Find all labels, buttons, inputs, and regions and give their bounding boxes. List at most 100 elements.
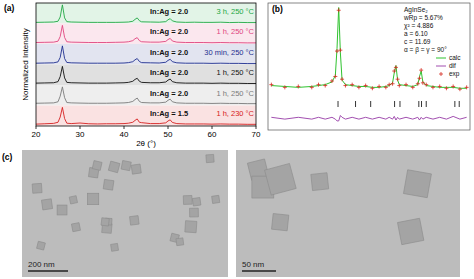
scale-bar-label: 200 nm bbox=[28, 260, 55, 269]
nanoplatelet bbox=[206, 154, 214, 162]
exp-point bbox=[396, 77, 400, 81]
exp-point bbox=[357, 85, 361, 89]
nanoplatelet bbox=[403, 170, 431, 198]
legend-swatch bbox=[436, 66, 446, 67]
x-tick-label: 60 bbox=[208, 130, 217, 139]
nanoplatelet bbox=[87, 193, 98, 204]
nanoplatelet bbox=[108, 161, 120, 173]
band bbox=[36, 65, 256, 86]
refinement-line bbox=[271, 115, 466, 120]
nanoplatelet bbox=[92, 161, 102, 171]
exp-point bbox=[269, 83, 273, 87]
series-label: 1 h, 250 °C bbox=[216, 27, 254, 36]
band bbox=[36, 106, 256, 127]
xrd-line bbox=[36, 66, 256, 83]
band-annotation: In:Ag = 2.0 bbox=[150, 27, 188, 36]
xrd-line bbox=[36, 87, 256, 104]
series-label: 30 min, 250 °C bbox=[204, 48, 254, 57]
tem-image bbox=[22, 150, 228, 277]
xrd-line bbox=[36, 5, 256, 23]
panel-label: (c) bbox=[2, 152, 13, 162]
background bbox=[0, 0, 474, 279]
scale-bar bbox=[28, 270, 68, 272]
nanoplatelet bbox=[183, 195, 192, 204]
nanoplatelet bbox=[41, 199, 52, 210]
scale-bar bbox=[242, 270, 276, 272]
nanoplatelet bbox=[131, 164, 141, 174]
band-annotation: In:Ag = 2.0 bbox=[150, 89, 188, 98]
tem-image bbox=[236, 150, 460, 277]
exp-point bbox=[343, 84, 347, 88]
figure: In:Ag = 2.03 h, 250 °CIn:Ag = 2.01 h, 25… bbox=[0, 0, 474, 279]
x-tick bbox=[212, 126, 213, 129]
exp-point bbox=[444, 86, 448, 90]
legend-label: dif bbox=[449, 62, 456, 69]
nanoplatelet bbox=[57, 205, 67, 215]
refinement-annotation: a = 6.10 bbox=[404, 30, 428, 37]
nanoplatelet bbox=[71, 223, 80, 232]
exp-point bbox=[431, 85, 435, 89]
legend-label: calc bbox=[449, 54, 461, 61]
nanoplatelet bbox=[101, 218, 109, 226]
nanoplatelet bbox=[272, 214, 289, 231]
x-tick-label: 50 bbox=[164, 130, 173, 139]
frame bbox=[36, 3, 256, 126]
exp-point bbox=[323, 84, 327, 88]
band bbox=[36, 3, 256, 24]
reflection-tick bbox=[418, 101, 419, 107]
scale-bar-label: 50 nm bbox=[242, 260, 265, 269]
exp-point bbox=[337, 8, 341, 12]
panel-label: (a) bbox=[4, 3, 15, 13]
reflection-tick bbox=[338, 101, 339, 107]
nanoplatelet bbox=[190, 208, 199, 217]
reflection-tick bbox=[459, 101, 460, 107]
exp-point bbox=[364, 84, 368, 88]
panel-b: AgInSe₂wRp = 5.67%χ² = 4.886a = 6.10c = … bbox=[268, 3, 470, 130]
exp-point bbox=[438, 84, 442, 88]
band bbox=[36, 44, 256, 65]
frame bbox=[268, 3, 470, 130]
band-annotation: In:Ag = 2.0 bbox=[150, 68, 188, 77]
exp-point bbox=[397, 84, 401, 88]
x-tick bbox=[124, 126, 125, 129]
xrd-line bbox=[36, 46, 256, 64]
reflection-tick bbox=[399, 101, 400, 107]
nanoplatelet bbox=[121, 161, 131, 171]
nanoplatelet bbox=[130, 216, 140, 226]
legend-label: exp bbox=[449, 70, 460, 78]
reflection-tick bbox=[454, 101, 455, 107]
exp-point bbox=[404, 83, 408, 87]
exp-point bbox=[465, 85, 469, 89]
legend-swatch bbox=[436, 58, 446, 59]
exp-point bbox=[391, 82, 395, 86]
exp-point bbox=[335, 49, 339, 53]
exp-point bbox=[384, 85, 388, 89]
y-axis-label: Normalized Intensity bbox=[21, 28, 30, 100]
refinement-annotation: α = β = γ = 90° bbox=[404, 46, 447, 54]
panel-label: (b) bbox=[272, 4, 283, 14]
exp-point bbox=[411, 85, 415, 89]
exp-point bbox=[419, 68, 423, 72]
plot-area bbox=[269, 8, 468, 121]
band bbox=[36, 24, 256, 45]
exp-point bbox=[310, 85, 314, 89]
reflection-tick bbox=[394, 101, 395, 107]
nanoplatelet bbox=[103, 179, 114, 190]
exp-point bbox=[451, 84, 455, 88]
series-label: 1 h, 250 °C bbox=[216, 89, 254, 98]
x-tick bbox=[36, 126, 37, 129]
series-label: 1 h, 230 °C bbox=[216, 109, 254, 118]
x-tick bbox=[168, 126, 169, 129]
refinement-annotation: wRp = 5.67% bbox=[403, 14, 443, 22]
plot-area bbox=[36, 3, 256, 126]
exp-point bbox=[418, 76, 422, 80]
refinement-annotation: χ² = 4.886 bbox=[404, 22, 434, 30]
nanoplatelet bbox=[32, 183, 42, 193]
band bbox=[36, 85, 256, 106]
refinement-annotation: c = 11.69 bbox=[404, 38, 431, 45]
exp-point bbox=[424, 83, 428, 87]
band-annotation: In:Ag = 2.0 bbox=[150, 7, 188, 16]
x-axis-label: 2θ (°) bbox=[136, 139, 156, 148]
exp-point bbox=[317, 83, 321, 87]
x-tick-label: 70 bbox=[252, 130, 261, 139]
